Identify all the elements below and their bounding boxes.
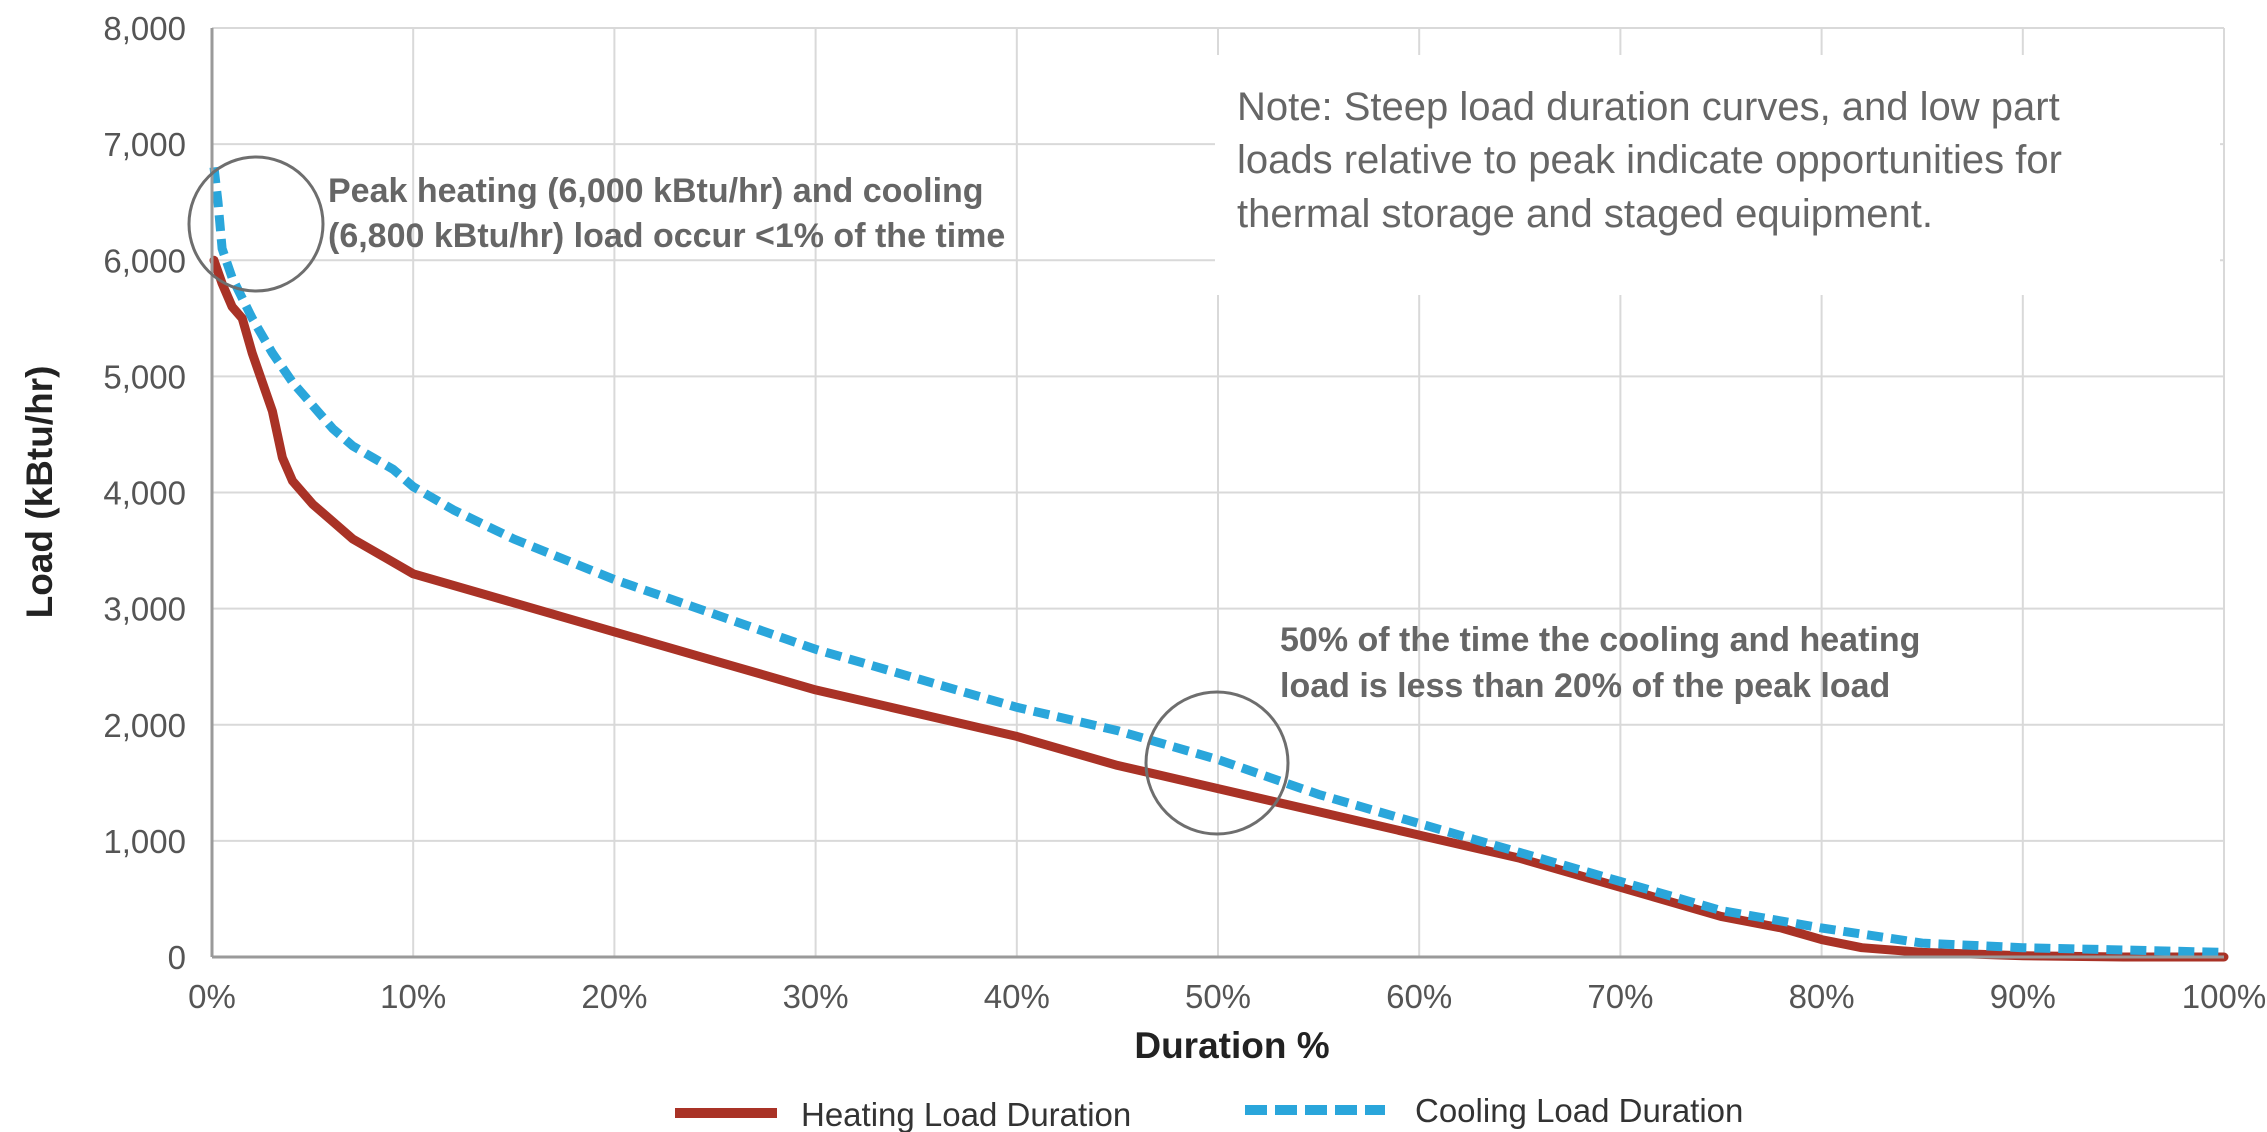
peak-annotation-line-2: (6,800 kBtu/hr) load occur <1% of the ti… <box>328 217 1005 255</box>
y-tick-label: 5,000 <box>103 358 186 395</box>
y-tick-label: 4,000 <box>103 475 186 512</box>
midpoint-annotation-line-1: 50% of the time the cooling and heating <box>1280 621 1920 659</box>
cooling-load-line <box>209 166 2225 957</box>
x-tick-label: 90% <box>1990 978 2056 1015</box>
y-tick-label: 7,000 <box>103 126 186 163</box>
peak-annotation-line-1: Peak heating (6,000 kBtu/hr) and cooling <box>328 172 984 210</box>
y-tick-label: 0 <box>168 939 186 976</box>
series-layer <box>209 166 2229 962</box>
x-axis-title: Duration % <box>1134 1025 1329 1066</box>
x-tick-label: 100% <box>2182 978 2266 1015</box>
heating-load-line <box>209 255 2229 962</box>
note-line-2: loads relative to peak indicate opportun… <box>1237 138 2062 182</box>
legend-heating-label: Heating Load Duration <box>801 1096 1131 1132</box>
midpoint-highlight-circle <box>1144 690 1290 836</box>
y-tick-label: 2,000 <box>103 707 186 744</box>
y-tick-label: 6,000 <box>103 242 186 279</box>
legend-cooling-label: Cooling Load Duration <box>1415 1092 1743 1129</box>
note-line-1: Note: Steep load duration curves, and lo… <box>1237 85 2060 129</box>
y-axis-title: Load (kBtu/hr) <box>19 366 60 619</box>
x-tick-label: 20% <box>581 978 647 1015</box>
x-tick-label: 0% <box>188 978 236 1015</box>
x-tick-label: 50% <box>1185 978 1251 1015</box>
tick-labels: 0 1,000 2,000 3,000 4,000 5,000 6,000 7,000 8,00… <box>103 10 2266 1015</box>
peak-highlight-circle <box>187 155 325 293</box>
x-tick-label: 70% <box>1587 978 1653 1015</box>
legend: Heating Load Duration Cooling Load Durat… <box>675 1092 1743 1132</box>
note-line-3: thermal storage and staged equipment. <box>1237 192 1933 236</box>
y-tick-label: 3,000 <box>103 591 186 628</box>
y-tick-label: 1,000 <box>103 823 186 860</box>
x-tick-label: 30% <box>783 978 849 1015</box>
axes <box>210 28 2224 959</box>
x-tick-label: 10% <box>380 978 446 1015</box>
x-tick-label: 80% <box>1789 978 1855 1015</box>
x-tick-label: 40% <box>984 978 1050 1015</box>
y-tick-label: 8,000 <box>103 10 186 47</box>
x-tick-label: 60% <box>1386 978 1452 1015</box>
note-box <box>1215 55 2220 295</box>
midpoint-annotation-line-2: load is less than 20% of the peak load <box>1280 667 1890 705</box>
